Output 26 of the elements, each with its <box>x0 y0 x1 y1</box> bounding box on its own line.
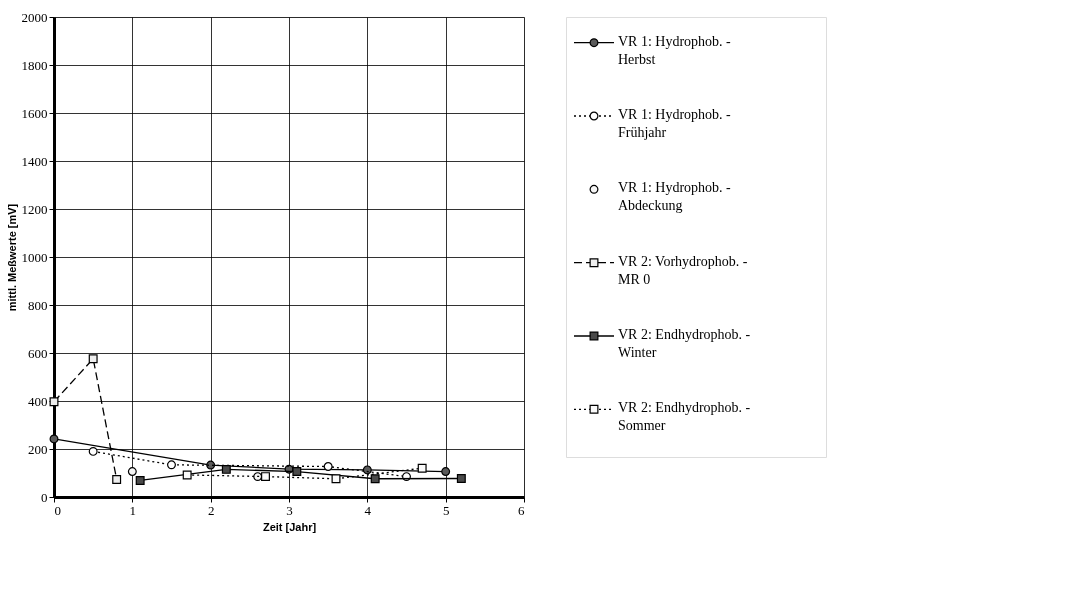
y-tick-label: 200 <box>28 441 48 457</box>
y-tick-label: 2000 <box>21 9 48 25</box>
y-axis-title: mittl. Meßwerte [mV] <box>5 203 18 312</box>
y-tick-label: 1800 <box>21 57 48 73</box>
x-tick-label: 0 <box>54 502 61 518</box>
x-tick-label: 2 <box>207 502 215 518</box>
x-tick-label: 6 <box>518 502 525 518</box>
legend-label: VR 2: Endhydrophob. - Sommer <box>618 400 751 434</box>
y-tick-label: 1000 <box>21 249 48 265</box>
x-axis-title: Zeit [Jahr] <box>262 520 317 533</box>
y-tick-label: 600 <box>28 345 48 361</box>
legend-label: VR 2: Endhydrophob. - Winter <box>618 327 751 360</box>
y-tick-label: 1600 <box>21 105 48 121</box>
legend-label: VR 1: Hydrophob. - Frühjahr <box>618 107 732 140</box>
x-tick-label: 4 <box>364 502 372 518</box>
y-tick-label: 800 <box>28 297 48 313</box>
y-tick-label: 0 <box>41 489 48 505</box>
x-tick-label: 5 <box>442 502 450 518</box>
legend-label: VR 1: Hydrophob. - Abdeckung <box>618 180 732 214</box>
x-tick-label: 3 <box>286 502 293 518</box>
legend-label: VR 2: Vorhydrophob. - MR 0 <box>618 253 748 287</box>
legend-label: VR 1: Hydrophob. - Herbst <box>618 33 732 67</box>
y-tick-label: 1400 <box>21 153 48 169</box>
y-tick-label: 1200 <box>21 201 48 217</box>
y-tick-label: 400 <box>28 393 48 409</box>
x-tick-label: 1 <box>129 502 137 518</box>
